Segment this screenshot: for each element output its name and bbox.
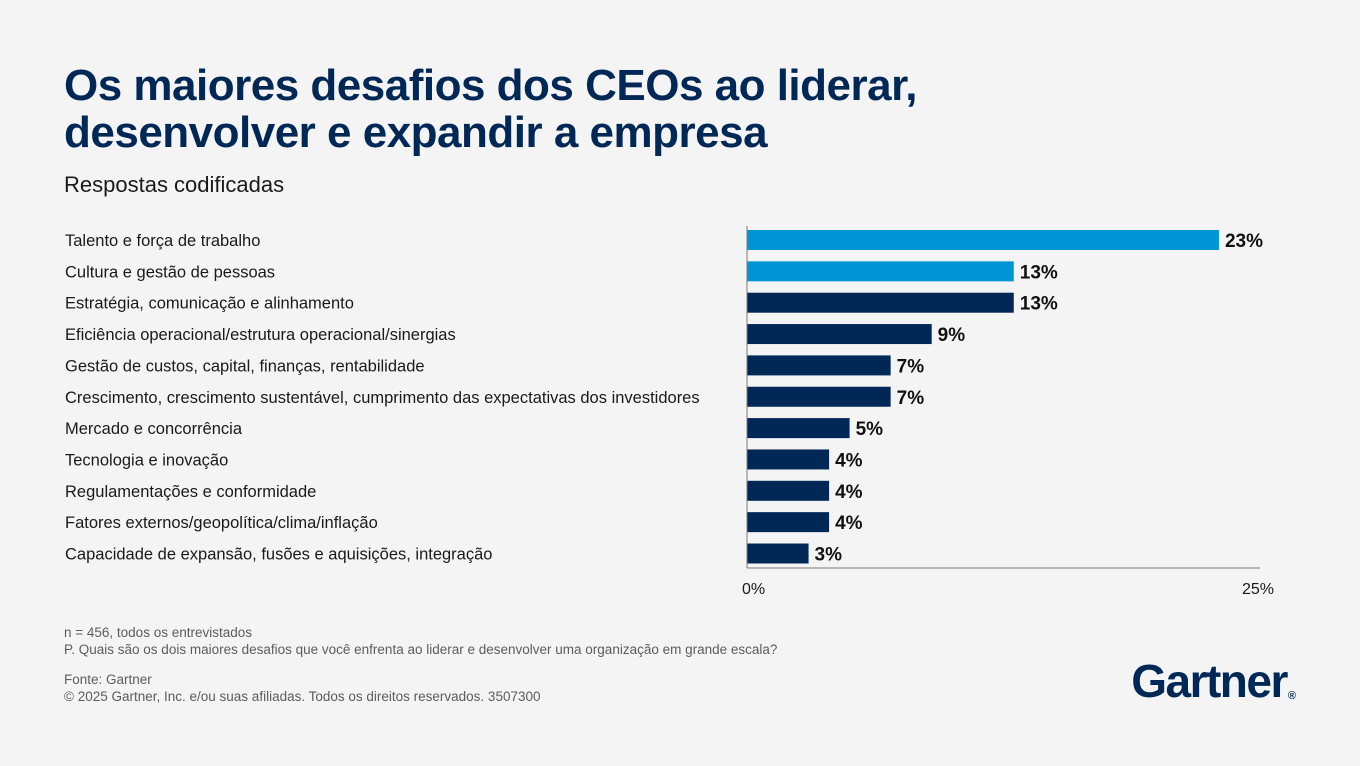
bar <box>747 386 891 407</box>
bar <box>747 480 830 501</box>
value-label: 4% <box>835 482 863 503</box>
value-label: 7% <box>897 356 925 377</box>
value-label: 13% <box>1020 262 1058 283</box>
category-label: Mercado e concorrência <box>65 420 243 438</box>
category-label: Estratégia, comunicação e alinhamento <box>65 295 354 313</box>
gartner-logo-text: Gartner <box>1131 655 1288 707</box>
category-label: Capacidade de expansão, fusões e aquisiç… <box>65 546 492 564</box>
value-label: 4% <box>835 450 863 471</box>
bar <box>747 292 1014 313</box>
bar <box>747 449 830 470</box>
copyright-note: © 2025 Gartner, Inc. e/ou suas afiliadas… <box>64 689 541 704</box>
value-label: 3% <box>815 545 843 566</box>
category-label: Talento e força de trabalho <box>65 232 260 250</box>
x-tick-label: 0% <box>742 581 765 598</box>
category-label: Cultura e gestão de pessoas <box>65 263 275 281</box>
bar <box>747 543 809 564</box>
category-label: Fatores externos/geopolítica/clima/infla… <box>65 514 378 532</box>
category-label: Gestão de custos, capital, finanças, ren… <box>65 357 425 375</box>
bar <box>747 418 850 439</box>
category-label: Tecnologia e inovação <box>65 451 228 469</box>
chart-title-line-1: Os maiores desafios dos CEOs ao liderar, <box>64 61 918 110</box>
registered-mark: ® <box>1287 690 1296 702</box>
bar <box>747 261 1014 282</box>
chart-title: Os maiores desafios dos CEOs ao liderar,… <box>64 62 1064 156</box>
question-note: P. Quais são os dois maiores desafios qu… <box>64 642 778 657</box>
value-label: 13% <box>1020 294 1058 315</box>
value-label: 9% <box>938 325 966 346</box>
value-label: 7% <box>897 388 925 409</box>
chart-title-line-2: desenvolver e expandir a empresa <box>64 108 768 157</box>
bar <box>747 324 932 345</box>
source-note: Fonte: Gartner <box>64 672 152 687</box>
category-label: Eficiência operacional/estrutura operaci… <box>65 326 456 344</box>
gartner-logo: Gartner® <box>1131 654 1296 708</box>
value-label: 23% <box>1225 231 1263 252</box>
sample-note: n = 456, todos os entrevistados <box>64 625 252 640</box>
value-label: 4% <box>835 513 863 534</box>
bar <box>747 512 830 533</box>
chart-subtitle: Respostas codificadas <box>64 172 285 197</box>
x-tick-label: 25% <box>1242 581 1274 598</box>
value-label: 5% <box>856 419 884 440</box>
category-label: Regulamentações e conformidade <box>65 483 316 501</box>
bar-chart: Talento e força de trabalho 23% Cultura e … <box>65 226 1274 598</box>
bar <box>747 230 1219 250</box>
category-label: Crescimento, crescimento sustentável, cu… <box>65 389 700 407</box>
bar <box>747 355 891 376</box>
